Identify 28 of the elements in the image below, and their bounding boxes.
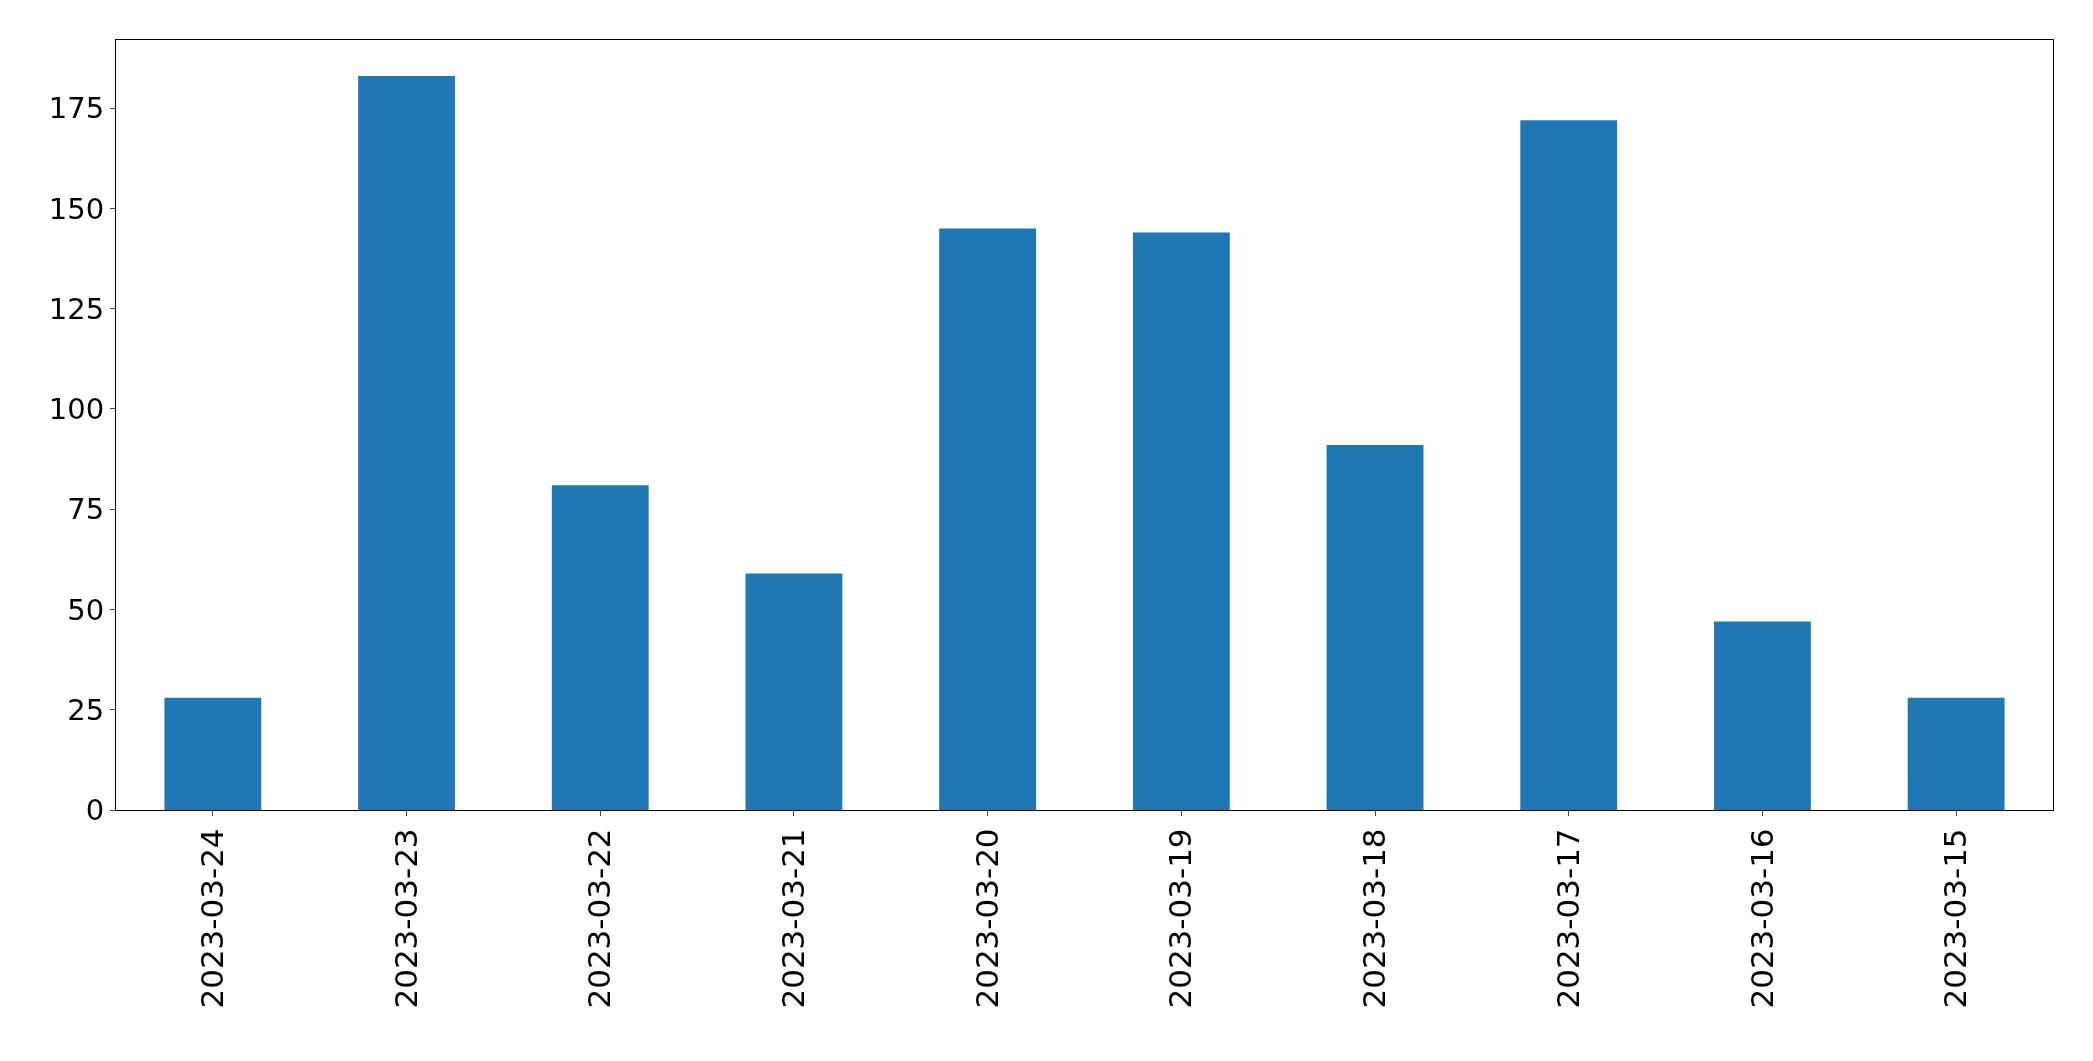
bar	[164, 697, 262, 810]
x-tick-label: 2023-03-15	[1937, 828, 1974, 1009]
bar	[1520, 120, 1618, 810]
x-tick-label: 2023-03-24	[193, 828, 230, 1009]
x-tick-label: 2023-03-18	[1356, 828, 1393, 1009]
bar	[939, 228, 1037, 810]
y-tick-label: 25	[67, 692, 105, 727]
bar	[358, 76, 455, 810]
bar	[551, 485, 649, 810]
bar	[745, 573, 843, 810]
x-tick-label: 2023-03-20	[968, 828, 1005, 1009]
x-tick-label: 2023-03-17	[1549, 828, 1586, 1009]
y-tick-label: 175	[48, 91, 105, 126]
y-tick-label: 0	[85, 793, 105, 828]
y-tick-label: 75	[67, 492, 105, 527]
bar	[1326, 445, 1424, 810]
y-tick-label: 125	[48, 291, 105, 326]
bar	[1132, 232, 1230, 810]
x-tick-label: 2023-03-21	[775, 828, 812, 1009]
x-tick-label: 2023-03-16	[1743, 828, 1780, 1009]
x-tick-label: 2023-03-23	[387, 828, 424, 1009]
y-tick-label: 50	[67, 592, 105, 627]
bar	[1907, 697, 2005, 810]
y-tick-label: 150	[48, 191, 105, 226]
bar	[1714, 621, 1811, 810]
x-tick-label: 2023-03-22	[581, 828, 618, 1009]
y-tick-label: 100	[48, 392, 105, 427]
x-tick-label: 2023-03-19	[1162, 828, 1199, 1009]
